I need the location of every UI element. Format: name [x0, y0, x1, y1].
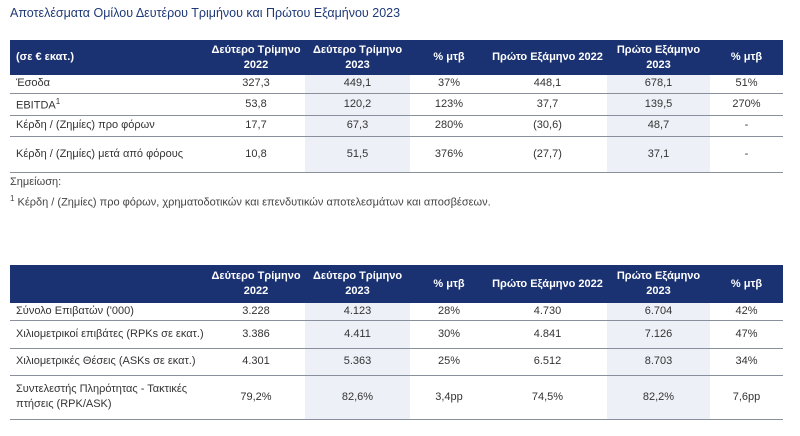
table-row: Κέρδη / (Ζημίες) προ φόρων 17,7 67,3 280% (3…	[10, 115, 783, 137]
table-cell: 4.841	[488, 320, 607, 349]
table-cell: 79,2%	[207, 375, 305, 420]
row-label-text: Έσοδα	[16, 77, 51, 90]
table-cell: (30,6)	[488, 115, 607, 137]
table-cell: 25%	[410, 348, 488, 376]
table-cell: 6.512	[488, 348, 607, 376]
row-label: Συντελεστής Πληρότητας - Τακτικές πτήσει…	[10, 375, 207, 420]
table-row: Έσοδα 327,3 449,1 37% 448,1 678,1 51%	[10, 75, 783, 94]
footnote-text: Κέρδη / (Ζημίες) προ φόρων, χρηματοδοτικ…	[17, 196, 491, 209]
table-cell: (27,7)	[488, 136, 607, 173]
table-row: Συντελεστής Πληρότητας - Τακτικές πτήσει…	[10, 375, 783, 420]
table-row: Χιλιομετρικές Θέσεις (ASKs σε εκατ.) 4.30…	[10, 348, 783, 376]
row-label: Κέρδη / (Ζημίες) προ φόρων	[10, 115, 207, 137]
note-label: Σημείωση:	[10, 176, 62, 188]
table-cell: 51,5	[305, 136, 410, 173]
table-cell: 3,4pp	[410, 375, 488, 420]
row-label-text: Σύνολο Επιβατών ('000)	[16, 304, 134, 317]
table-cell: 139,5	[607, 93, 710, 116]
column-header: (σε € εκατ.)	[10, 40, 207, 75]
footnote-mark: 1	[10, 194, 15, 203]
table-cell: 3.386	[207, 320, 305, 349]
table-cell: 47%	[710, 320, 783, 349]
table-cell: 3.228	[207, 303, 305, 321]
column-header	[10, 265, 207, 303]
table-cell: 5.363	[305, 348, 410, 376]
table-cell: 327,3	[207, 75, 305, 94]
column-header: Πρώτο Εξάμηνο 2023	[607, 265, 710, 303]
table-cell: 82,6%	[305, 375, 410, 420]
table-row: Κέρδη / (Ζημίες) μετά από φόρους 10,8 51,5…	[10, 136, 783, 173]
table-cell: 37,1	[607, 136, 710, 173]
table-cell: 376%	[410, 136, 488, 173]
table-cell: 123%	[410, 93, 488, 116]
column-header: % μτβ	[710, 40, 783, 75]
traffic-table: Δεύτερο Τρίμηνο 2022 Δεύτερο Τρίμηνο 2023…	[10, 265, 783, 420]
table-cell: 53,8	[207, 93, 305, 116]
table-cell: 8.703	[607, 348, 710, 376]
column-header: Δεύτερο Τρίμηνο 2023	[305, 265, 410, 303]
table-cell: 30%	[410, 320, 488, 349]
table-cell: 6.704	[607, 303, 710, 321]
row-label: Χιλιομετρικοί επιβάτες (RPKs σε εκατ.)	[10, 320, 207, 349]
table-cell: 48,7	[607, 115, 710, 137]
column-header: Πρώτο Εξάμηνο 2022	[488, 40, 607, 75]
table-cell: 270%	[710, 93, 783, 116]
footnote-ref: 1	[55, 97, 61, 107]
row-label: Σύνολο Επιβατών ('000)	[10, 303, 207, 321]
table-row: EBITDA1 53,8 120,2 123% 37,7 139,5 270%	[10, 93, 783, 116]
table-header: Δεύτερο Τρίμηνο 2022 Δεύτερο Τρίμηνο 2023…	[10, 265, 783, 303]
row-label: EBITDA1	[10, 93, 207, 116]
row-label-text: Χιλιομετρικοί επιβάτες (RPKs σε εκατ.)	[16, 327, 204, 340]
table-cell: 37,7	[488, 93, 607, 116]
table-row: Χιλιομετρικοί επιβάτες (RPKs σε εκατ.) 3.…	[10, 320, 783, 349]
column-header: % μτβ	[410, 40, 488, 75]
table-cell: -	[710, 115, 783, 137]
table-cell: 4.301	[207, 348, 305, 376]
column-header: % μτβ	[710, 265, 783, 303]
column-header: Πρώτο Εξάμηνο 2023	[607, 40, 710, 75]
footnote: 1 Κέρδη / (Ζημίες) προ φόρων, χρηματοδοτ…	[10, 194, 491, 209]
row-label: Κέρδη / (Ζημίες) μετά από φόρους	[10, 136, 207, 173]
column-header: Δεύτερο Τρίμηνο 2023	[305, 40, 410, 75]
row-label-text: EBITDA	[16, 99, 56, 112]
table-cell: 7.126	[607, 320, 710, 349]
table-cell: 280%	[410, 115, 488, 137]
table-cell: 67,3	[305, 115, 410, 137]
table-cell: 74,5%	[488, 375, 607, 420]
table-cell: 10,8	[207, 136, 305, 173]
table-cell: 7,6pp	[710, 375, 783, 420]
table-cell: 51%	[710, 75, 783, 94]
row-label-text: Κέρδη / (Ζημίες) μετά από φόρους	[16, 147, 184, 160]
table-cell: 17,7	[207, 115, 305, 137]
table-cell: -	[710, 136, 783, 173]
table-cell: 4.730	[488, 303, 607, 321]
column-header: % μτβ	[410, 265, 488, 303]
row-label-text: Χιλιομετρικές Θέσεις (ASKs σε εκατ.)	[16, 355, 196, 367]
row-label: Χιλιομετρικές Θέσεις (ASKs σε εκατ.)	[10, 348, 207, 376]
table-cell: 28%	[410, 303, 488, 321]
table-cell: 37%	[410, 75, 488, 94]
row-label-text: Συντελεστής Πληρότητας - Τακτικές πτήσει…	[16, 383, 188, 410]
table-cell: 678,1	[607, 75, 710, 94]
row-label: Έσοδα	[10, 75, 207, 94]
page-title: Αποτελέσματα Ομίλου Δευτέρου Τριμήνου κα…	[10, 6, 401, 20]
column-header: Δεύτερο Τρίμηνο 2022	[207, 265, 305, 303]
row-label-text: Κέρδη / (Ζημίες) προ φόρων	[16, 119, 155, 131]
group-results-table: (σε € εκατ.) Δεύτερο Τρίμηνο 2022 Δεύτερο …	[10, 40, 783, 173]
table-cell: 82,2%	[607, 375, 710, 420]
table-cell: 449,1	[305, 75, 410, 94]
table-cell: 34%	[710, 348, 783, 376]
table-row: Σύνολο Επιβατών ('000) 3.228 4.123 28% 4.730…	[10, 303, 783, 321]
table-cell: 4.123	[305, 303, 410, 321]
table-cell: 448,1	[488, 75, 607, 94]
table-cell: 42%	[710, 303, 783, 321]
table-cell: 4.411	[305, 320, 410, 349]
column-header: Πρώτο Εξάμηνο 2022	[488, 265, 607, 303]
table-header: (σε € εκατ.) Δεύτερο Τρίμηνο 2022 Δεύτερο …	[10, 40, 783, 75]
table-cell: 120,2	[305, 93, 410, 116]
column-header: Δεύτερο Τρίμηνο 2022	[207, 40, 305, 75]
